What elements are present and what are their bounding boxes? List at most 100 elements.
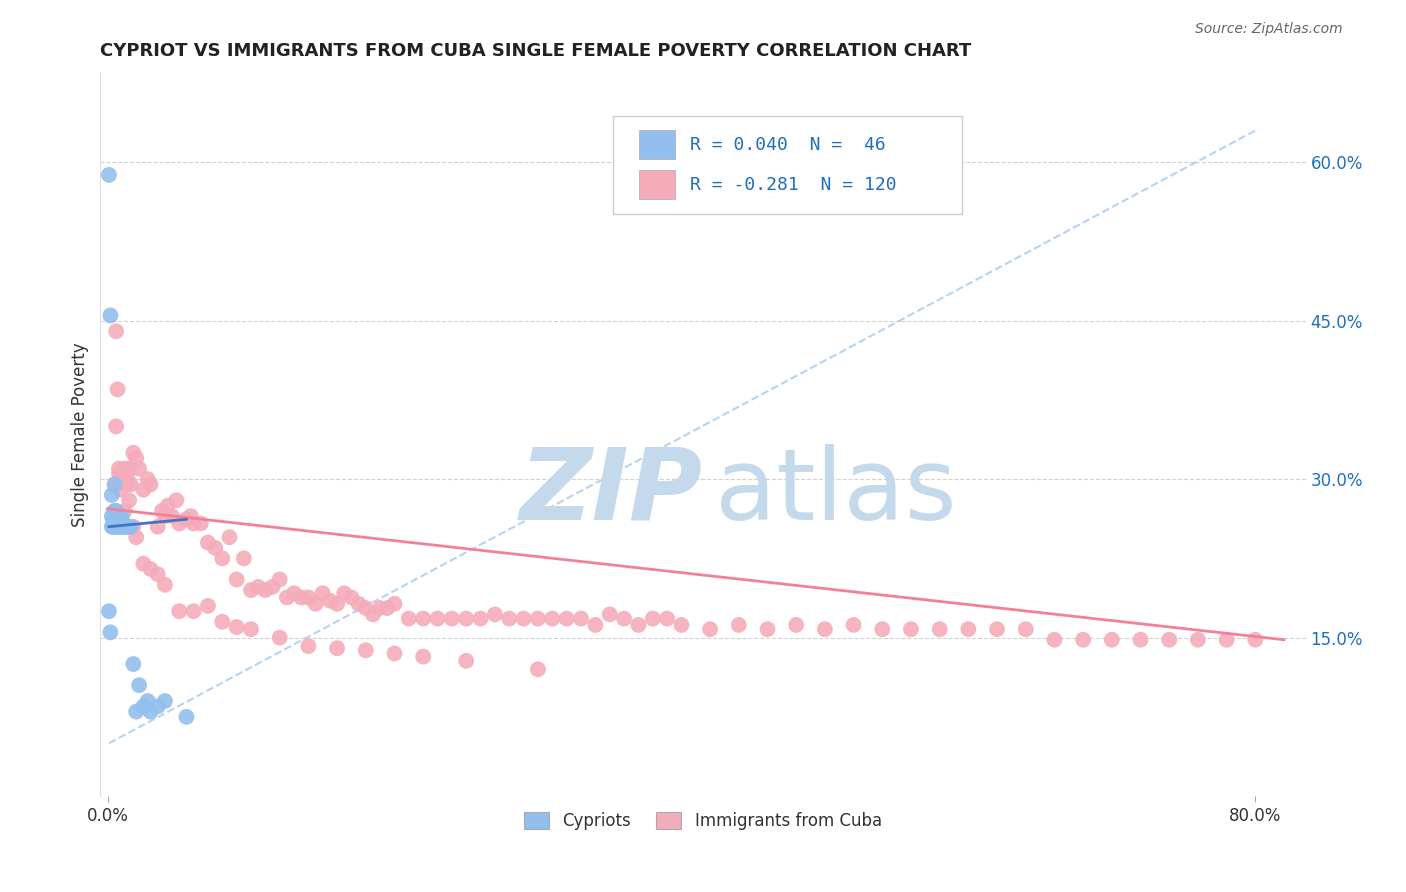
Point: [484, 607, 506, 622]
Point: [276, 591, 298, 605]
Point: [112, 472, 135, 486]
Point: [125, 530, 148, 544]
Point: [326, 597, 349, 611]
Point: [361, 607, 384, 622]
Point: [97, 168, 120, 182]
Point: [1215, 632, 1237, 647]
Point: [125, 705, 148, 719]
Point: [269, 573, 291, 587]
Point: [262, 580, 284, 594]
Point: [269, 631, 291, 645]
Point: [120, 477, 142, 491]
Point: [104, 477, 127, 491]
Point: [101, 488, 124, 502]
Point: [440, 612, 463, 626]
Point: [122, 519, 145, 533]
Point: [104, 504, 127, 518]
Point: [132, 483, 155, 497]
Point: [107, 383, 129, 397]
Point: [136, 694, 159, 708]
Point: [114, 519, 136, 533]
Point: [1015, 622, 1038, 636]
FancyBboxPatch shape: [640, 170, 675, 199]
Point: [107, 512, 129, 526]
Point: [176, 512, 198, 526]
Point: [120, 519, 142, 533]
Legend: Cypriots, Immigrants from Cuba: Cypriots, Immigrants from Cuba: [519, 806, 887, 835]
Point: [384, 597, 406, 611]
Point: [470, 612, 492, 626]
Point: [107, 509, 129, 524]
Point: [167, 604, 190, 618]
Point: [146, 567, 169, 582]
FancyBboxPatch shape: [613, 116, 962, 213]
Point: [1101, 632, 1123, 647]
Point: [333, 586, 356, 600]
Point: [211, 615, 233, 629]
Point: [132, 699, 155, 714]
Point: [115, 519, 138, 533]
Point: [146, 699, 169, 714]
Point: [108, 461, 131, 475]
Text: atlas: atlas: [716, 443, 956, 541]
Point: [176, 710, 198, 724]
Point: [183, 516, 205, 531]
Point: [240, 583, 263, 598]
Point: [103, 519, 125, 533]
Point: [111, 509, 134, 524]
Point: [326, 641, 349, 656]
Point: [1043, 632, 1066, 647]
Point: [110, 483, 132, 497]
Point: [160, 509, 183, 524]
Point: [107, 519, 129, 533]
Point: [211, 551, 233, 566]
Point: [247, 580, 270, 594]
Point: [128, 461, 150, 475]
Point: [290, 591, 312, 605]
Point: [111, 516, 134, 531]
Point: [354, 643, 377, 657]
Point: [115, 477, 138, 491]
Point: [105, 419, 128, 434]
Point: [398, 612, 420, 626]
Point: [165, 493, 187, 508]
Point: [928, 622, 950, 636]
Point: [375, 601, 398, 615]
Point: [232, 551, 254, 566]
Point: [153, 509, 176, 524]
Point: [105, 519, 128, 533]
Point: [108, 519, 131, 533]
Text: CYPRIOT VS IMMIGRANTS FROM CUBA SINGLE FEMALE POVERTY CORRELATION CHART: CYPRIOT VS IMMIGRANTS FROM CUBA SINGLE F…: [100, 42, 972, 60]
Point: [139, 477, 162, 491]
Point: [118, 461, 141, 475]
Point: [240, 622, 263, 636]
Point: [100, 309, 122, 323]
Point: [105, 504, 128, 518]
Text: ZIP: ZIP: [520, 443, 703, 541]
Point: [756, 622, 779, 636]
Point: [111, 519, 134, 533]
Point: [118, 519, 141, 533]
Point: [641, 612, 664, 626]
Point: [412, 612, 434, 626]
Point: [117, 519, 139, 533]
Point: [110, 515, 132, 529]
Point: [1071, 632, 1094, 647]
Point: [153, 694, 176, 708]
Point: [190, 516, 212, 531]
Text: R = 0.040  N =  46: R = 0.040 N = 46: [690, 136, 886, 153]
Point: [110, 519, 132, 533]
Point: [225, 620, 247, 634]
Point: [204, 541, 226, 555]
Point: [118, 493, 141, 508]
Point: [613, 612, 636, 626]
Point: [655, 612, 678, 626]
Point: [599, 607, 621, 622]
FancyBboxPatch shape: [640, 130, 675, 160]
Point: [456, 654, 478, 668]
Point: [368, 601, 391, 615]
Point: [139, 705, 162, 719]
Point: [111, 467, 134, 481]
Point: [699, 622, 721, 636]
Point: [156, 499, 179, 513]
